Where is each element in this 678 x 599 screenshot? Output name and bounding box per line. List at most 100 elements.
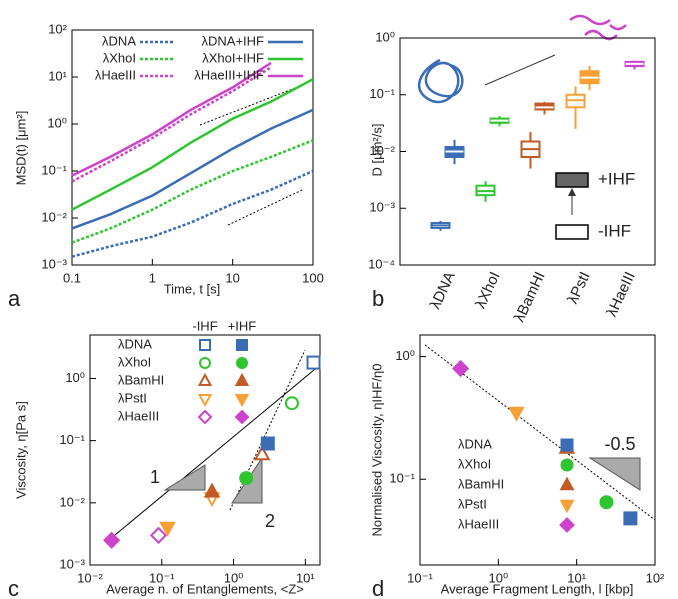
x-tick-label: 10⁻¹ — [407, 570, 433, 585]
point — [508, 406, 525, 422]
legend-label: λDNA — [458, 436, 492, 451]
y-axis-label: D [μm²/s] — [369, 124, 384, 177]
line — [71, 169, 314, 258]
x-tick-label: 1 — [149, 270, 156, 285]
y-tick-label: 10⁻¹ — [369, 86, 395, 101]
point — [452, 359, 470, 378]
legend-label: +IHF — [598, 169, 635, 188]
dna-fragments — [569, 14, 627, 41]
legend-label: λHaeIII+IHF — [194, 67, 264, 82]
x-tick-label: 100 — [302, 270, 324, 285]
point — [236, 357, 248, 369]
slope-guide — [199, 87, 296, 126]
point — [623, 511, 638, 526]
legend-label: λDNA — [102, 33, 136, 48]
x-axis-label: Average Fragment Length, l [kbp] — [441, 581, 634, 596]
line — [71, 66, 272, 183]
plot-frame — [89, 334, 321, 566]
x-tick-label: λBamHI — [511, 269, 549, 325]
x-axis-label: Time, t [s] — [164, 281, 221, 296]
point — [234, 372, 250, 386]
point — [599, 495, 614, 510]
legend-label: λXhoI+IHF — [202, 50, 264, 65]
point — [149, 526, 168, 544]
legend-label: λPstI — [458, 496, 487, 511]
y-tick-label: 10⁻³ — [369, 200, 395, 215]
legend-label: λPstI — [118, 390, 147, 405]
x-axis-label: Average n. of Entanglements, <Z> — [106, 581, 304, 596]
y-tick-label: 10⁻² — [41, 209, 67, 224]
legend-label: λDNA+IHF — [202, 33, 265, 48]
y-tick-label: 10⁻⁴ — [368, 256, 395, 271]
legend-label: λXhoI — [458, 456, 491, 471]
plot-frame — [419, 334, 656, 566]
legend-label: λBamHI — [458, 476, 504, 491]
panel-label: a — [8, 286, 21, 311]
y-axis-label: Viscosity, η[Pa s] — [13, 401, 28, 499]
fit-line — [114, 364, 321, 536]
y-tick-label: 10⁻³ — [59, 556, 85, 571]
x-tick-label: λPstI — [564, 269, 593, 306]
legend-label: -IHF — [598, 221, 631, 240]
point — [197, 409, 213, 425]
annotation: 1 — [150, 467, 160, 487]
legend-label: λDNA — [118, 336, 152, 351]
legend-label: λBamHI — [118, 372, 164, 387]
arrow — [484, 54, 556, 86]
legend-label: λHaeIII — [95, 67, 136, 82]
y-tick-label: 10⁰ — [47, 115, 67, 130]
line — [71, 78, 314, 211]
panel-label: b — [372, 286, 384, 311]
point — [253, 445, 271, 461]
y-tick-label: 10⁰ — [65, 370, 85, 385]
slope-triangle — [588, 457, 641, 491]
annotation: 2 — [265, 511, 275, 531]
point — [306, 355, 321, 370]
slope-guide — [227, 189, 303, 226]
legend-label: λHaeIII — [458, 516, 499, 531]
x-tick-label: λXhoI — [472, 269, 504, 311]
dna-cartoon — [418, 58, 464, 104]
x-tick-label: λHaeIII — [603, 269, 638, 319]
line — [71, 108, 314, 230]
point — [239, 471, 254, 486]
point — [199, 339, 211, 351]
legend-header: -IHF — [192, 318, 217, 333]
point — [284, 396, 299, 411]
legend-label: λXhoI — [103, 50, 136, 65]
y-tick-label: 10⁻³ — [41, 256, 67, 271]
x-tick-label: λDNA — [427, 269, 459, 312]
point — [102, 531, 121, 549]
x-tick-label: 10 — [225, 270, 239, 285]
slope-triangle — [163, 464, 206, 491]
x-tick-label: 10⁰ — [224, 570, 244, 585]
y-axis-label: MSD(t) [μm²] — [13, 111, 28, 186]
y-axis-label: Normalised Viscosity, ηIHF/η0 — [369, 364, 384, 537]
point — [560, 438, 574, 452]
point — [197, 394, 213, 408]
y-tick-label: 10⁻¹ — [59, 432, 85, 447]
y-tick-label: 10¹ — [48, 68, 67, 83]
x-tick-label: 10² — [646, 570, 665, 585]
panel-label: d — [372, 576, 384, 599]
legend-label: λXhoI — [118, 354, 151, 369]
y-tick-label: 10⁰ — [375, 29, 395, 44]
point — [159, 521, 176, 537]
x-tick-label: 10¹ — [296, 570, 315, 585]
y-tick-label: 10⁻¹ — [41, 162, 67, 177]
point — [559, 517, 575, 533]
line — [71, 61, 272, 177]
x-tick-label: 10⁻¹ — [149, 570, 175, 585]
panel-label: c — [8, 576, 19, 599]
legend-swatch — [555, 224, 589, 240]
x-tick-label: 10⁰ — [488, 570, 508, 585]
point — [559, 476, 575, 491]
legend-header: +IHF — [228, 318, 257, 333]
x-tick-label: 10⁻² — [77, 570, 103, 585]
point — [260, 436, 275, 451]
point — [236, 339, 248, 351]
point — [234, 394, 250, 408]
point — [234, 409, 250, 425]
point — [197, 372, 213, 386]
